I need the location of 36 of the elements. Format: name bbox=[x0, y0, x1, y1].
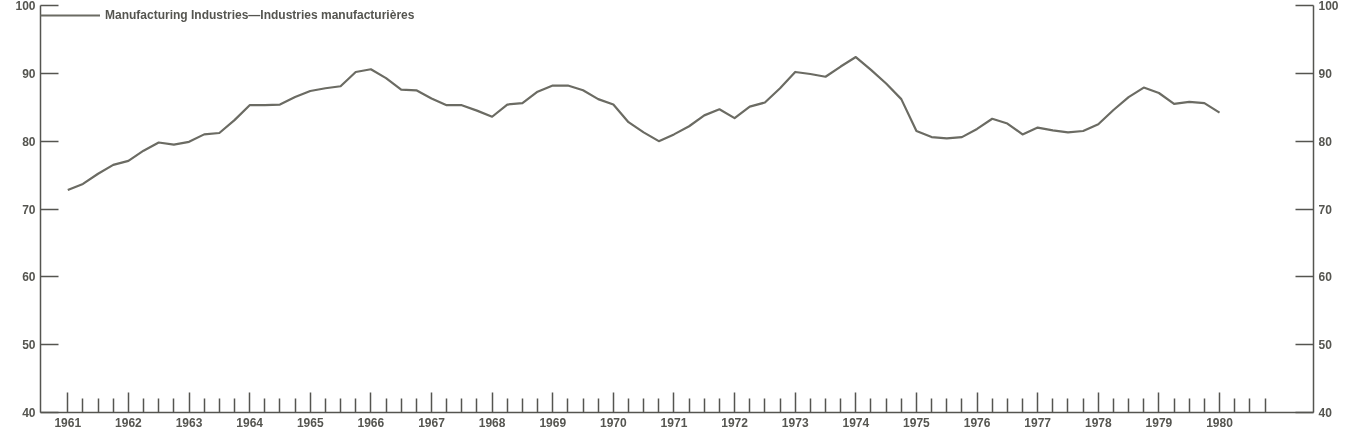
x-tick-label: 1980 bbox=[1206, 415, 1234, 429]
x-tick-label: 1976 bbox=[963, 415, 991, 429]
y-tick-label: 70 bbox=[22, 202, 36, 217]
x-tick-label: 1961 bbox=[54, 415, 82, 429]
x-tick-label: 1965 bbox=[296, 415, 324, 429]
y-tick-label: 100 bbox=[15, 0, 36, 13]
x-tick-label: 1978 bbox=[1084, 415, 1112, 429]
y-tick-label: 40 bbox=[22, 406, 36, 420]
x-tick-label: 1977 bbox=[1024, 415, 1052, 429]
y2-tick-label: 90 bbox=[1318, 66, 1333, 81]
y2-tick-label: 100 bbox=[1318, 0, 1339, 13]
x-tick-label: 1967 bbox=[418, 415, 446, 429]
x-tick-label: 1975 bbox=[903, 415, 931, 429]
y-tick-label: 60 bbox=[22, 270, 36, 285]
x-tick-label: 1964 bbox=[236, 415, 264, 429]
y-tick-label: 50 bbox=[22, 338, 36, 353]
x-tick-label: 1963 bbox=[175, 415, 203, 429]
y2-tick-label: 70 bbox=[1318, 202, 1333, 217]
y2-tick-label: 80 bbox=[1318, 134, 1333, 149]
x-tick-label: 1970 bbox=[600, 415, 628, 429]
x-tick-label: 1971 bbox=[660, 415, 688, 429]
y2-tick-label: 40 bbox=[1318, 406, 1333, 420]
y2-tick-label: 50 bbox=[1318, 338, 1333, 353]
x-tick-label: 1966 bbox=[357, 415, 385, 429]
y-tick-label: 80 bbox=[22, 134, 36, 149]
x-tick-label: 1974 bbox=[842, 415, 870, 429]
x-tick-label: 1972 bbox=[721, 415, 749, 429]
line-series bbox=[66, 55, 1221, 192]
y-tick-label: 90 bbox=[22, 66, 36, 81]
legend-label: Manufacturing Industries—Industries manufacturières bbox=[105, 8, 415, 22]
x-tick-label: 1973 bbox=[781, 415, 809, 429]
x-tick-label: 1969 bbox=[539, 415, 567, 429]
x-tick-label: 1979 bbox=[1145, 415, 1173, 429]
x-tick-label: 1962 bbox=[115, 415, 143, 429]
y2-tick-label: 60 bbox=[1318, 270, 1333, 285]
x-tick-label: 1968 bbox=[478, 415, 506, 429]
